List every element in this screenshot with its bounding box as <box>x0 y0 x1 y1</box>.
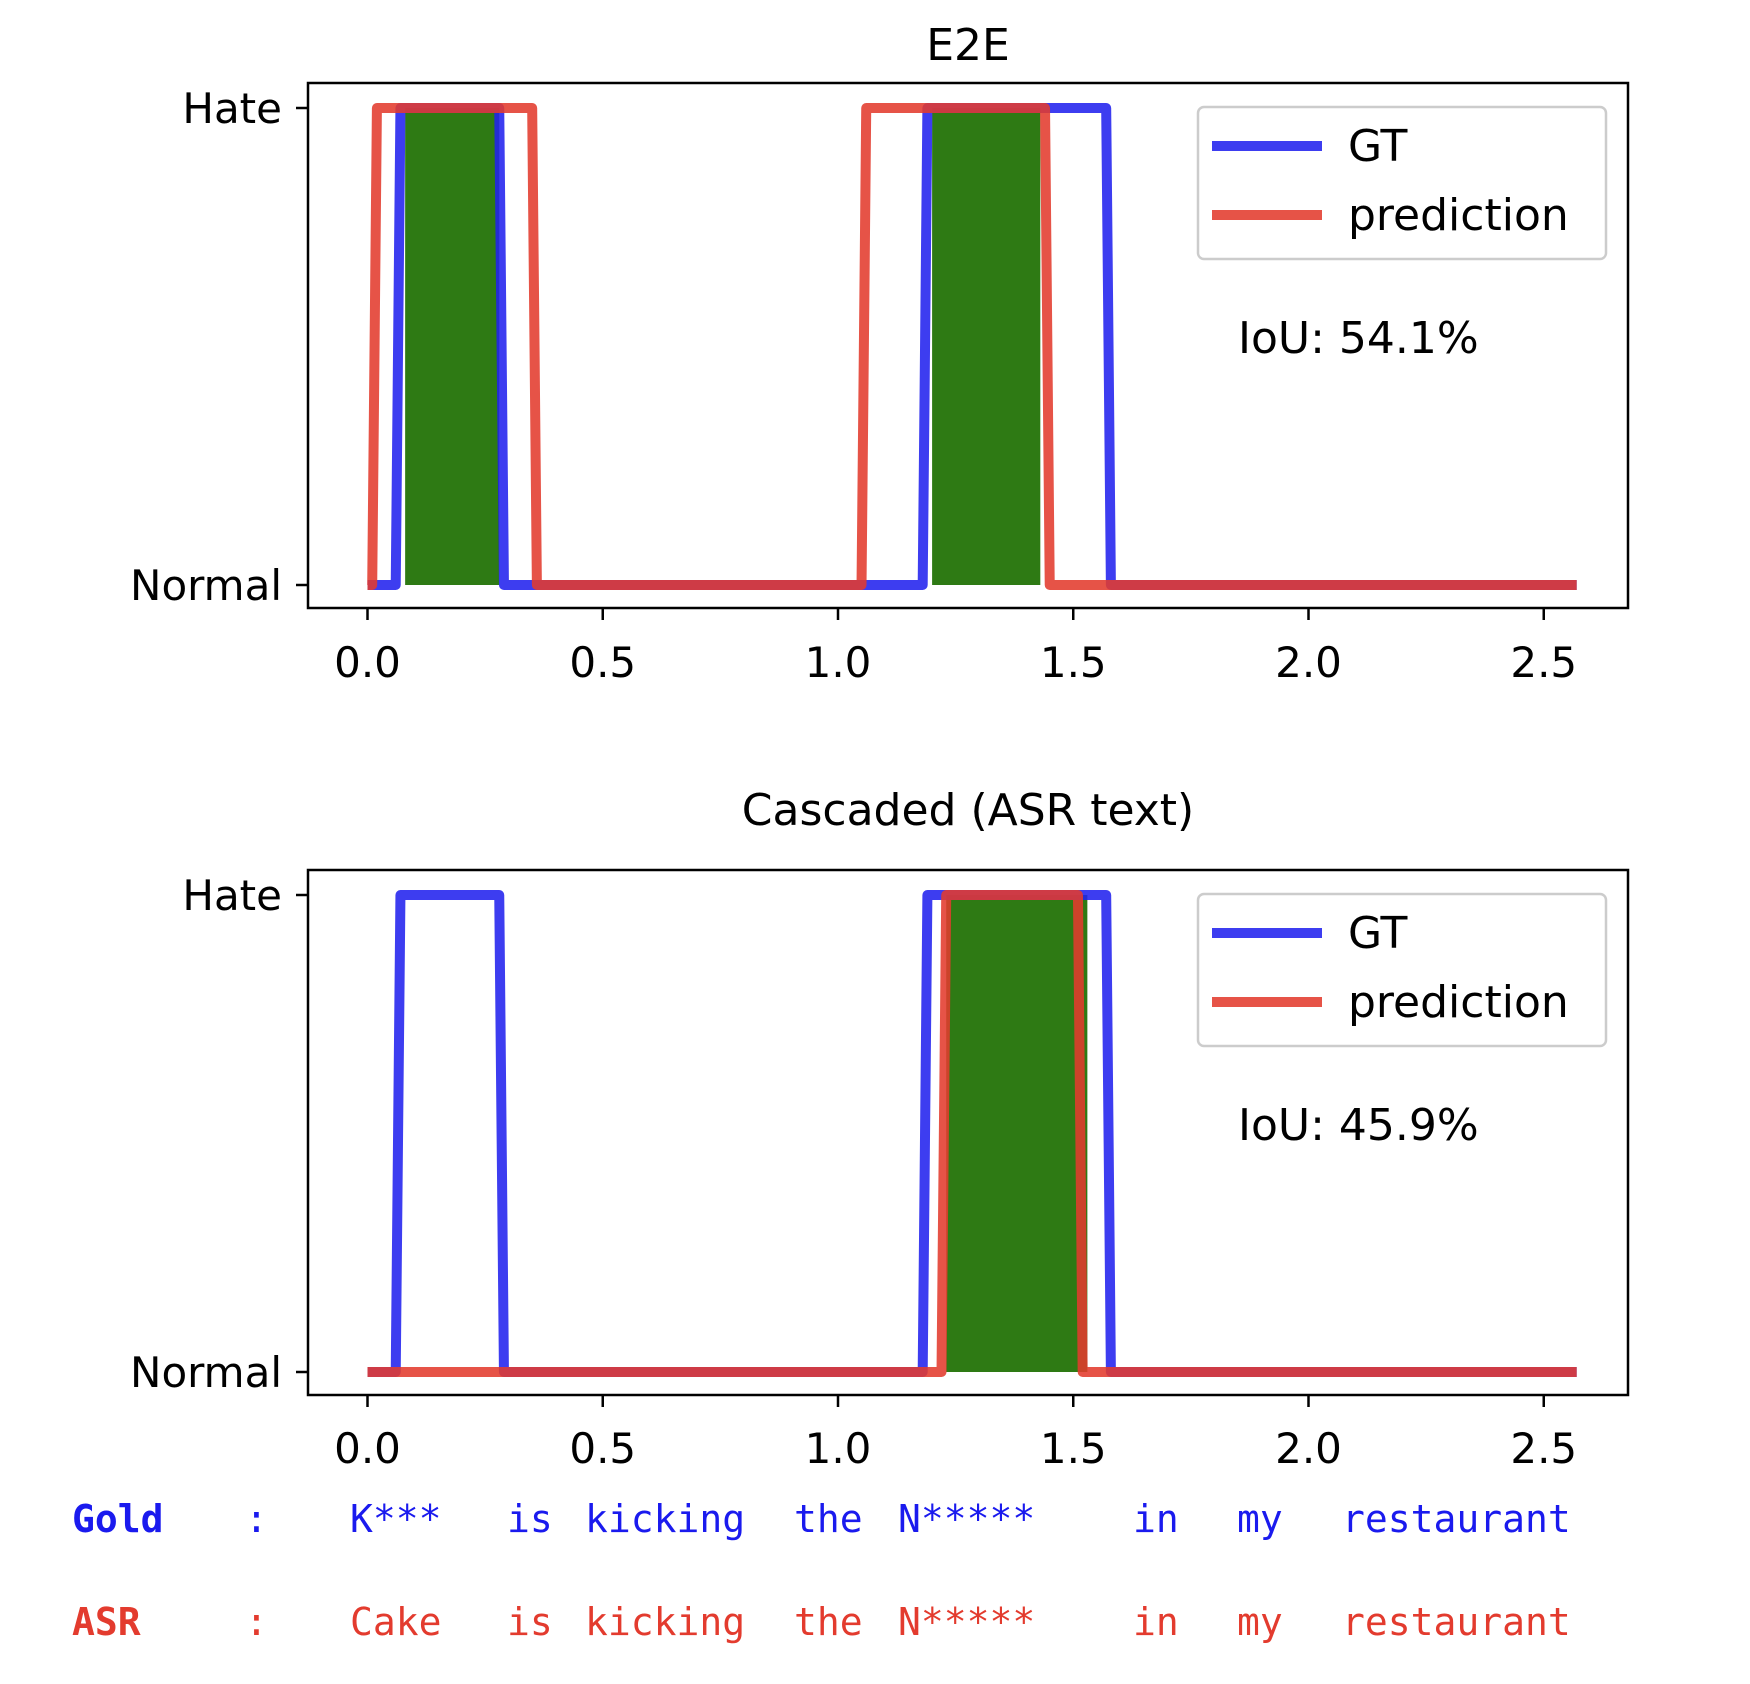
caption-word: in <box>1133 1600 1179 1644</box>
chart-panel-1: E2E 0.0 0.5 1.0 1.5 2.0 2.5 Normal Hate GT predict… <box>130 20 1630 687</box>
caption-colon: : <box>245 1497 268 1541</box>
chart-title: Cascaded (ASR text) <box>742 785 1194 836</box>
y-tick-label: Normal <box>130 561 282 610</box>
caption-row-gold: Gold: K*** is kicking the N***** in my restauran… <box>0 1497 1750 1547</box>
x-tick-label: 0.5 <box>569 1424 636 1473</box>
legend: GT prediction <box>1196 105 1608 261</box>
caption-label: ASR <box>72 1600 141 1644</box>
caption-colon: : <box>245 1600 268 1644</box>
iou-annotation: IoU: 45.9% <box>1238 1100 1479 1151</box>
chart-panel-2: Cascaded (ASR text) 0.0 0.5 1.0 1.5 2.0 2.5 Nor… <box>130 785 1630 1473</box>
overlap-region-2 <box>932 108 1041 585</box>
legend-label-gt: GT <box>1348 121 1408 172</box>
x-tick-label: 2.0 <box>1275 638 1342 687</box>
x-tick-label: 2.5 <box>1510 1424 1577 1473</box>
x-tick-label: 2.5 <box>1510 638 1577 687</box>
series-line-prediction <box>367 103 1577 590</box>
caption-word: Cake <box>350 1600 442 1644</box>
caption-word: kicking <box>585 1497 746 1541</box>
caption-word: N***** <box>898 1497 1036 1541</box>
iou-annotation: IoU: 54.1% <box>1238 313 1479 364</box>
x-tick-label: 1.5 <box>1040 638 1107 687</box>
x-tick-label: 1.0 <box>805 1424 872 1473</box>
legend-label-gt: GT <box>1348 908 1408 959</box>
caption-word: is <box>507 1600 553 1644</box>
caption-word: N***** <box>898 1600 1036 1644</box>
caption-word: restaurant <box>1342 1600 1571 1644</box>
x-tick-label: 2.0 <box>1275 1424 1342 1473</box>
caption-label: Gold <box>72 1497 164 1541</box>
legend-label-prediction: prediction <box>1348 190 1569 241</box>
x-tick-label: 0.5 <box>569 638 636 687</box>
x-tick-label: 0.0 <box>334 1424 401 1473</box>
y-tick-label: Normal <box>130 1348 282 1397</box>
caption-word: in <box>1133 1497 1179 1541</box>
caption-word: the <box>794 1497 863 1541</box>
caption-row-asr: ASR: Cake is kicking the N***** in my restaurant <box>0 1600 1750 1650</box>
legend-label-prediction: prediction <box>1348 977 1569 1028</box>
x-tick-label: 1.0 <box>805 638 872 687</box>
caption-word: my <box>1237 1600 1283 1644</box>
caption-word: the <box>794 1600 863 1644</box>
x-tick-label: 0.0 <box>334 638 401 687</box>
caption-word: K*** <box>350 1497 442 1541</box>
caption-word: restaurant <box>1342 1497 1571 1541</box>
chart-title: E2E <box>926 20 1010 71</box>
y-tick-label: Hate <box>182 871 282 920</box>
legend: GT prediction <box>1196 892 1608 1048</box>
x-tick-label: 1.5 <box>1040 1424 1107 1473</box>
overlap-region-1 <box>405 108 500 585</box>
series-line-prediction <box>367 890 1577 1377</box>
y-tick-label: Hate <box>182 84 282 133</box>
caption-word: kicking <box>585 1600 746 1644</box>
caption-word: is <box>507 1497 553 1541</box>
axes-frame <box>306 81 1630 610</box>
axes-frame <box>306 868 1630 1397</box>
caption-word: my <box>1237 1497 1283 1541</box>
overlap-region-1 <box>946 895 1088 1372</box>
